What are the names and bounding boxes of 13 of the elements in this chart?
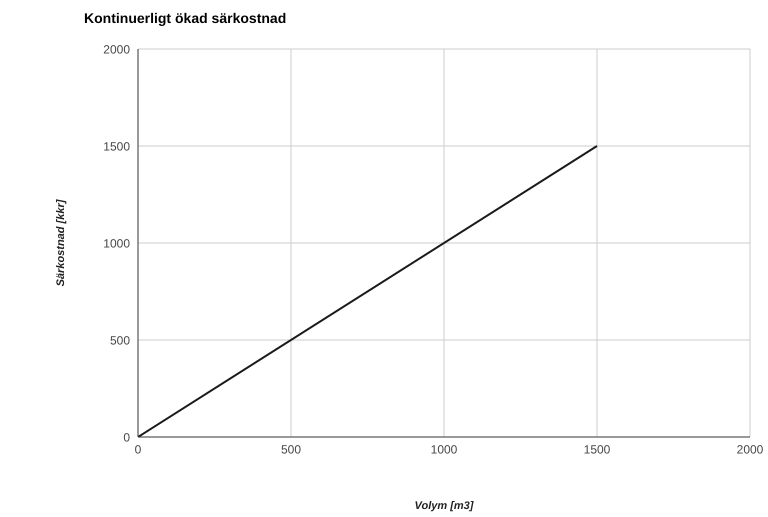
y-tick-label: 500 xyxy=(110,333,130,348)
x-tick-label: 1000 xyxy=(430,442,458,457)
x-tick-label: 0 xyxy=(134,442,142,457)
y-axis-title: Särkostnad [kkr] xyxy=(54,199,67,286)
chart-title: Kontinuerligt ökad särkostnad xyxy=(84,10,286,26)
x-tick-label: 1500 xyxy=(584,442,611,457)
y-tick-label: 2000 xyxy=(103,42,130,56)
y-tick-label: 0 xyxy=(123,430,130,444)
x-tick-label: 2000 xyxy=(736,442,764,457)
x-tick-label: 500 xyxy=(280,442,302,457)
x-axis-title: Volym [m3] xyxy=(414,500,474,512)
y-tick-label: 1500 xyxy=(103,139,130,154)
y-tick-label: 1000 xyxy=(103,236,130,250)
